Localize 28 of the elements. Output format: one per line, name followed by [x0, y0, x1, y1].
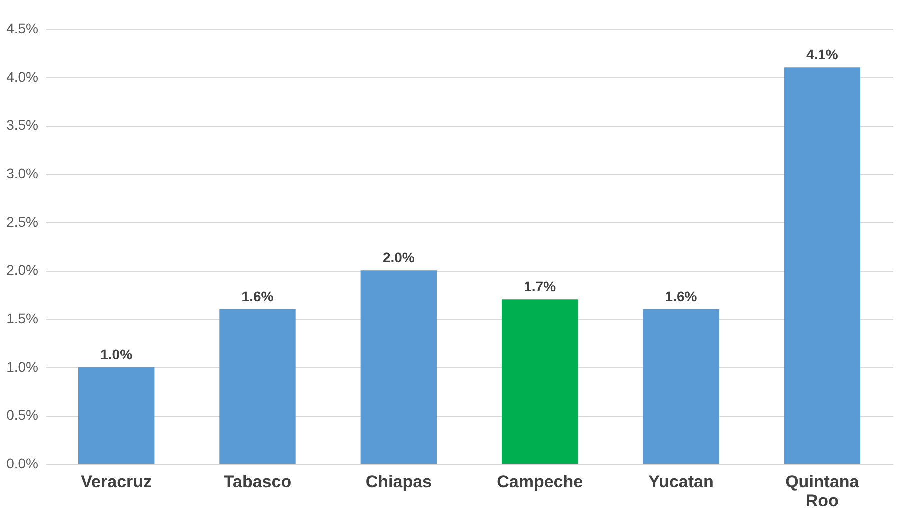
x-tick-label: Yucatan [648, 472, 714, 492]
data-label: 1.6% [665, 288, 698, 304]
data-label: 4.1% [806, 46, 839, 63]
data-label: 2.0% [382, 250, 416, 266]
bar [360, 270, 438, 464]
data-label: 1.0% [100, 346, 134, 362]
y-tick-label: 3.0% [6, 166, 38, 182]
data-label: 1.7% [524, 278, 557, 295]
bar [643, 309, 720, 464]
bar [220, 309, 296, 464]
y-tick-label: 1.0% [6, 358, 38, 375]
y-tick-label: 0.5% [6, 407, 38, 424]
x-tick-label: Chiapas [366, 472, 432, 492]
data-label: 1.6% [242, 288, 274, 304]
y-tick-label: 0.0% [6, 456, 38, 472]
x-tick-label: Campeche [497, 472, 584, 492]
y-tick-label: 2.0% [6, 262, 38, 278]
x-tick-label: Tabasco [224, 472, 292, 492]
y-tick-label: 4.0% [6, 68, 38, 85]
y-tick-label: 1.5% [6, 310, 38, 326]
bar [502, 300, 578, 464]
y-tick-label: 4.5% [6, 20, 38, 36]
y-tick-label: 2.5% [6, 214, 38, 230]
y-tick-label: 3.5% [6, 117, 38, 134]
bar [784, 68, 861, 464]
x-tick-label: Quintana Roo [786, 472, 860, 510]
x-tick-label: Veracruz [81, 472, 152, 492]
bar [78, 367, 155, 464]
